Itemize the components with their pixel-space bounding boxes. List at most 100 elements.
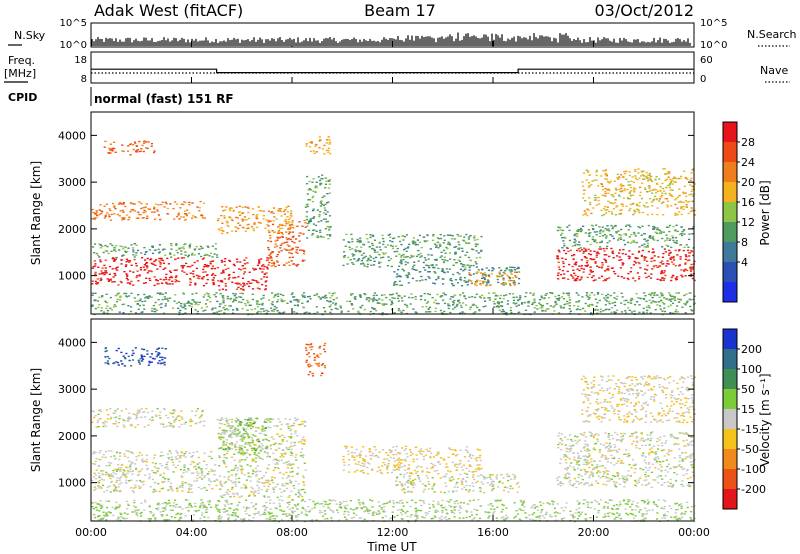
echo-cell [150,361,153,363]
echo-cell [308,312,311,314]
echo-cell [508,276,511,279]
echo-cell [212,312,215,314]
echo-cell [181,418,184,420]
echo-cell [675,240,678,242]
echo-cell [456,271,459,274]
echo-cell [193,249,196,251]
echo-cell [201,278,204,280]
echo-cell [160,451,163,453]
echo-cell [235,419,239,422]
echo-cell [287,261,290,263]
echo-cell [270,310,274,312]
echo-cell [223,433,226,435]
echo-cell [643,246,646,248]
echo-cell [318,140,321,142]
echo-cell [290,463,293,465]
echo-cell [389,236,392,238]
echo-cell [604,195,607,197]
echo-cell [589,243,592,246]
echo-cell [502,277,505,279]
echo-cell [606,206,609,208]
echo-cell [174,276,177,278]
echo-cell [179,468,182,471]
echo-cell [269,234,272,237]
echo-cell [326,211,329,213]
echo-cell [677,301,681,303]
echo-cell [539,307,542,309]
echo-cell [261,302,264,305]
echo-cell [442,249,446,252]
echo-cell [585,294,588,296]
echo-cell [266,488,269,491]
echo-cell [319,229,322,232]
echo-cell [118,479,121,482]
echo-cell [619,238,623,240]
echo-cell [285,448,289,450]
echo-cell [227,471,230,473]
echo-cell [423,292,426,295]
echo-cell [219,482,222,484]
echo-cell [277,209,280,212]
echo-cell [279,228,282,230]
echo-cell [437,302,440,305]
echo-cell [517,299,520,301]
echo-cell [624,253,627,255]
echo-cell [570,274,573,276]
echo-cell [231,492,234,495]
echo-cell [288,252,291,254]
echo-cell [557,249,560,251]
echo-cell [545,308,548,310]
echo-cell [420,275,423,278]
echo-cell [671,235,674,237]
echo-cell [683,270,686,272]
echo-cell [678,298,681,300]
echo-cell [379,249,382,251]
echo-cell [654,231,657,233]
echo-cell [280,298,283,300]
echo-cell [202,285,206,287]
echo-cell [190,491,193,494]
echo-cell [671,189,674,191]
echo-cell [625,205,628,207]
echo-cell [658,296,661,298]
echo-cell [417,249,420,252]
echo-cell [112,306,115,308]
echo-cell [192,275,195,278]
echo-cell [294,420,297,422]
echo-cell [628,171,631,173]
echo-cell [281,434,284,436]
echo-cell [222,297,225,299]
echo-cell [202,276,205,278]
echo-cell [501,305,504,308]
echo-cell [434,259,437,261]
echo-cell [120,464,123,466]
echo-cell [219,293,222,295]
echo-cell [683,233,686,235]
echo-cell [647,250,650,253]
echo-cell [182,257,186,259]
echo-cell [279,244,282,247]
echo-cell [360,259,363,262]
echo-cell [637,297,640,299]
echo-cell [509,284,512,287]
echo-cell [557,258,560,260]
echo-cell [604,212,608,214]
echo-cell [237,452,240,454]
echo-cell [198,277,201,280]
echo-cell [194,248,197,250]
echo-cell [138,473,141,476]
nsky-label: N.Sky [14,29,46,42]
echo-cell [509,271,512,273]
echo-cell [305,143,308,145]
echo-cell [633,212,636,214]
echo-cell [600,266,604,268]
echo-cell [291,454,294,457]
echo-cell [402,239,405,241]
echo-cell [566,226,569,228]
echo-cell [153,206,156,208]
echo-cell [630,300,633,302]
echo-cell [610,211,613,213]
echo-cell [633,233,636,235]
echo-cell [233,276,236,279]
echo-cell [270,307,273,309]
